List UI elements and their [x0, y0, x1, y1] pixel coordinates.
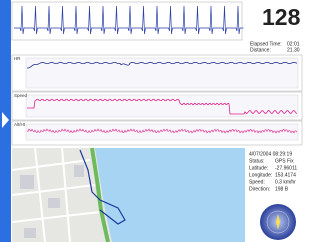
speed-label: Speed	[14, 93, 28, 98]
gps-label: Longitude:	[249, 172, 272, 178]
app-screen: 128 Elapsed Time: 02:01 Distance: 21.30 …	[0, 0, 304, 242]
ecg-panel	[12, 2, 242, 40]
gps-value: 153.4174	[275, 172, 296, 178]
gps-label: Status:	[249, 158, 265, 164]
gps-label: Direction:	[249, 186, 270, 192]
gps-label: Speed:	[249, 179, 265, 185]
hr-label: HR	[14, 56, 21, 61]
gps-value: GPS Fix	[275, 158, 294, 164]
gps-value: 198 B	[275, 186, 289, 192]
distance-label: Distance:	[250, 47, 271, 53]
distance-value: 21.30	[287, 47, 300, 53]
gps-timestamp: 4/07/2004 08:29:19	[249, 151, 292, 157]
gps-value: 0.3 km/hr	[275, 179, 296, 185]
alt-label: Alt/Ht	[14, 122, 26, 127]
gps-value: -27.96011	[275, 165, 297, 171]
speed-plot	[26, 95, 298, 117]
heart-rate: 128	[262, 4, 301, 30]
water	[95, 148, 245, 242]
gps-label: Latitude:	[249, 165, 268, 171]
